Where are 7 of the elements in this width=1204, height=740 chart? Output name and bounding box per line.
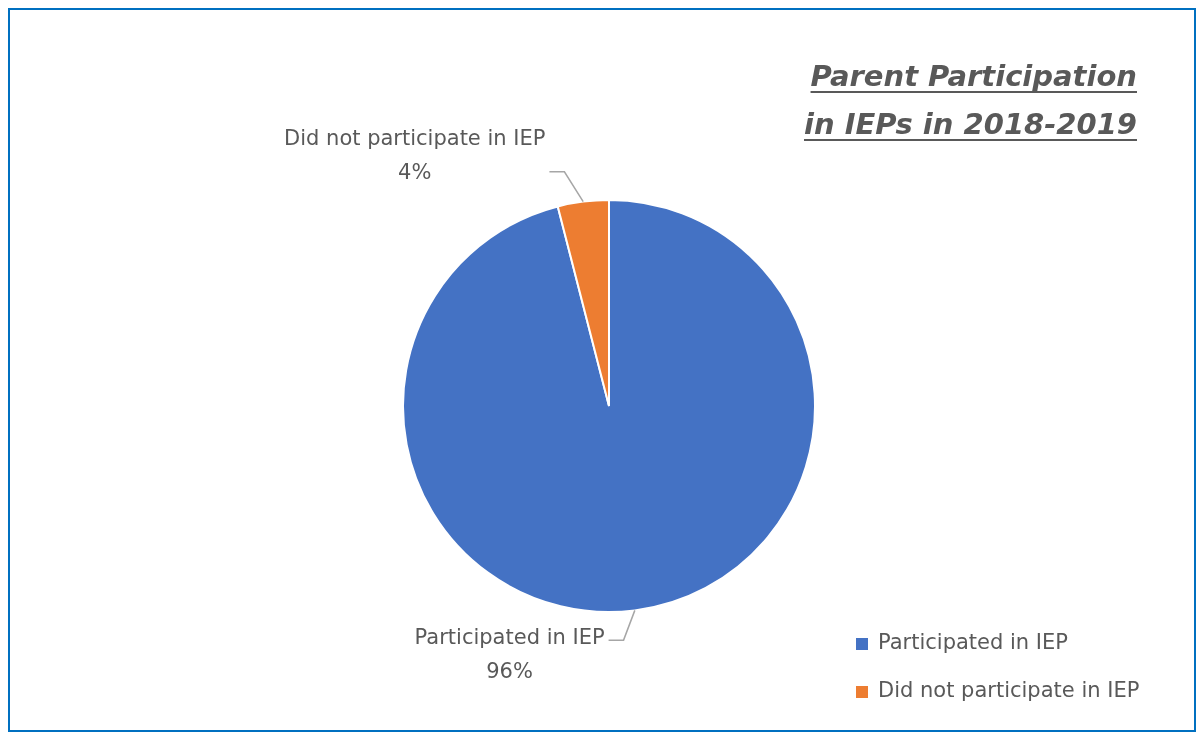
legend-label: Participated in IEP	[878, 630, 1068, 655]
data-label: 96%	[486, 658, 533, 683]
slice-label: Participated in IEP	[414, 624, 605, 649]
chart-title: Parent Participation in IEPs in 2018-2019	[803, 59, 1137, 141]
data-label: 4%	[398, 160, 432, 185]
slice-label: Did not participate in IEP	[284, 126, 546, 151]
legend-label: Did not participate in IEP	[878, 678, 1140, 703]
